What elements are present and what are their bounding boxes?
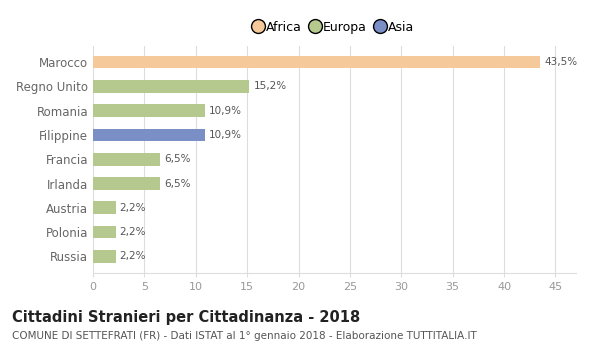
- Bar: [93, 153, 160, 166]
- Bar: [93, 56, 540, 69]
- Bar: [93, 129, 205, 141]
- Text: 10,9%: 10,9%: [209, 106, 242, 116]
- Bar: [93, 226, 116, 238]
- Text: 2,2%: 2,2%: [120, 203, 146, 213]
- Bar: [93, 202, 116, 214]
- Text: 6,5%: 6,5%: [164, 154, 190, 164]
- Bar: [93, 250, 116, 262]
- Bar: [93, 104, 205, 117]
- Text: 2,2%: 2,2%: [120, 251, 146, 261]
- Text: 10,9%: 10,9%: [209, 130, 242, 140]
- Legend: Africa, Europa, Asia: Africa, Europa, Asia: [250, 15, 419, 39]
- Bar: [93, 80, 249, 93]
- Text: 15,2%: 15,2%: [253, 82, 286, 91]
- Text: Cittadini Stranieri per Cittadinanza - 2018: Cittadini Stranieri per Cittadinanza - 2…: [12, 310, 360, 325]
- Text: 6,5%: 6,5%: [164, 178, 190, 189]
- Bar: [93, 177, 160, 190]
- Text: 43,5%: 43,5%: [544, 57, 577, 67]
- Text: COMUNE DI SETTEFRATI (FR) - Dati ISTAT al 1° gennaio 2018 - Elaborazione TUTTITA: COMUNE DI SETTEFRATI (FR) - Dati ISTAT a…: [12, 331, 477, 341]
- Text: 2,2%: 2,2%: [120, 227, 146, 237]
